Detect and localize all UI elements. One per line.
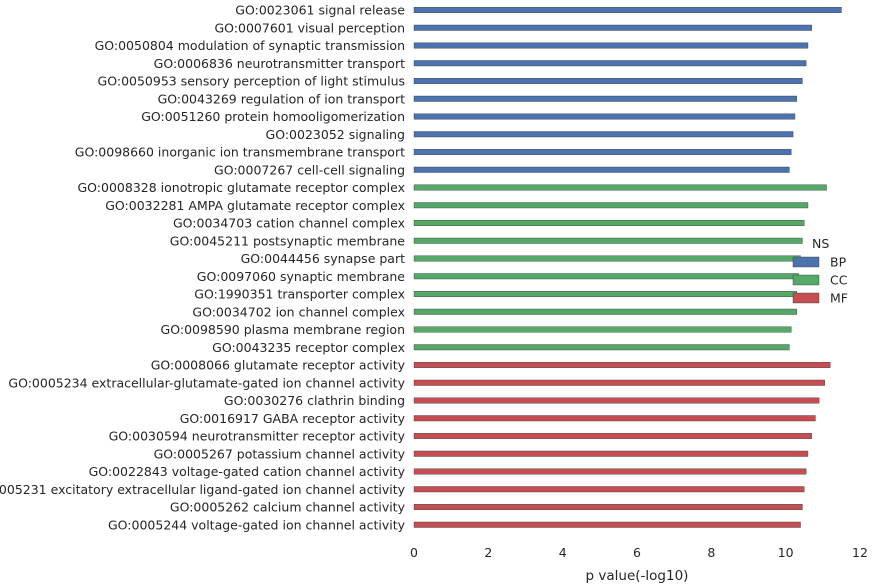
bar-cc-5 [413,273,799,280]
legend-title: NS [812,236,829,251]
category-label: GO:0050804 modulation of synaptic transm… [95,38,405,53]
x-tick-label: 4 [559,545,567,560]
category-label: GO:0098590 plasma membrane region [161,322,405,337]
bar-mf-0 [413,362,831,368]
legend-label-bp: BP [830,255,847,270]
category-label: GO:0005262 calcium channel activity [170,500,406,515]
bar-bp-0 [413,7,842,13]
category-label: GO:0005267 potassium channel activity [154,446,406,461]
x-tick-label: 10 [778,545,794,560]
bar-bp-1 [413,24,812,31]
category-label: GO:0007601 visual perception [214,20,405,35]
bar-mf-7 [413,486,805,493]
category-label: GO:0005244 voltage-gated ion channel act… [108,517,406,532]
category-labels: GO:0023061 signal release GO:0007601 visu… [0,3,406,533]
bar-cc-6 [413,291,798,297]
category-label: GO:0050953 sensory perception of light s… [98,74,405,89]
category-label: GO:0043235 receptor complex [212,340,405,355]
x-tick-label: 0 [410,545,418,560]
category-label: GO:0051260 protein homooligomerization [141,109,405,124]
category-label: GO:0032281 AMPA glutamate receptor compl… [105,198,405,213]
x-tick-label: 2 [484,545,492,560]
bar-mf-6 [413,468,807,475]
category-label: GO:0022843 voltage-gated cation channel … [89,464,406,479]
bar-bp-2 [413,42,809,49]
category-label: GO:0030276 clathrin binding [224,393,405,408]
bar-mf-5 [413,450,809,457]
x-tick-label: 6 [633,545,641,560]
bar-mf-9 [413,521,801,528]
bar-mf-4 [413,433,812,439]
category-label: GO:0045211 postsynaptic membrane [170,233,406,248]
bar-mf-1 [413,379,825,386]
bar-cc-8 [413,326,792,333]
bar-bp-7 [413,131,794,138]
category-label: GO:0044456 synapse part [241,251,405,266]
category-label: GO:1990351 transporter complex [194,287,405,302]
category-label: GO:0008328 ionotropic glutamate receptor… [78,180,406,195]
bar-cc-1 [413,202,809,209]
category-label: GO:0098660 inorganic ion transmembrane t… [75,145,405,160]
x-axis-ticks: 0 2 4 6 8 10 12 [410,545,868,560]
category-label: GO:0008066 glutamate receptor activity [151,358,406,373]
category-label: GO:0007267 cell-cell signaling [214,162,405,177]
bar-cc-7 [413,308,798,315]
category-label: GO:0016917 GABA receptor activity [180,411,406,426]
category-label: GO:0006836 neurotransmitter transport [154,56,405,71]
bar-bp-3 [413,60,807,67]
bar-cc-4 [413,255,801,262]
category-label: GO:0034703 cation channel complex [173,216,405,231]
legend-swatch-mf [792,292,820,304]
bar-cc-3 [413,237,803,244]
category-label: GO:0023061 signal release [235,3,405,18]
bar-bp-4 [413,78,803,84]
bar-bp-9 [413,166,790,173]
x-axis-label: p value(-log10) [586,568,689,584]
x-tick-label: 8 [707,545,715,560]
category-label: GO:0030594 neurotransmitter receptor act… [109,429,406,444]
category-label: GO:0005234 extracellular-glutamate-gated… [8,375,405,390]
legend-swatch-bp [792,256,820,268]
bar-cc-9 [413,344,790,351]
x-tick-label: 12 [852,545,868,560]
legend-label-mf: MF [830,291,848,306]
category-label: GO:0005231 excitatory extracellular liga… [0,482,406,497]
bar-mf-2 [413,397,820,404]
bar-bp-6 [413,113,796,120]
bar-bp-8 [413,149,792,155]
bar-cc-2 [413,220,805,226]
category-label: GO:0043269 regulation of ion transport [158,91,406,106]
bar-mf-3 [413,415,816,422]
bars-group [413,7,842,528]
category-label: GO:0023052 signaling [266,127,405,142]
legend-label-cc: CC [830,273,848,288]
legend-swatch-cc [792,274,820,286]
category-label: GO:0034702 ion channel complex [192,304,405,319]
bar-cc-0 [413,184,827,191]
bar-bp-5 [413,95,798,102]
bar-mf-8 [413,504,803,510]
category-label: GO:0097060 synaptic membrane [197,269,406,284]
